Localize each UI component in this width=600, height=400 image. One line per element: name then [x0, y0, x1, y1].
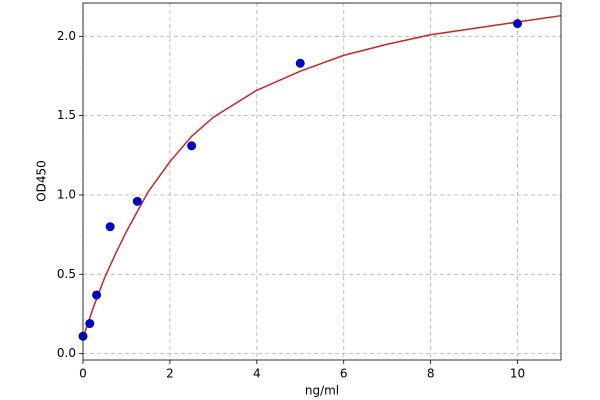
- data-point: [92, 290, 102, 300]
- x-tick-label: 6: [340, 367, 348, 381]
- data-point: [85, 319, 95, 329]
- y-axis-label: OD450: [35, 160, 49, 202]
- x-axis-label: ng/ml: [305, 384, 339, 398]
- data-point: [513, 19, 523, 29]
- plot-frame: [82, 2, 562, 361]
- x-tick-label: 2: [166, 367, 174, 381]
- x-tick-label: 4: [253, 367, 261, 381]
- data-point: [132, 196, 142, 206]
- x-tick-label: 10: [510, 367, 525, 381]
- x-tick-label: 0: [79, 367, 87, 381]
- data-point: [187, 141, 197, 151]
- x-tick-label: 8: [427, 367, 435, 381]
- y-tick-label: 1.0: [57, 187, 76, 201]
- data-point: [295, 58, 305, 68]
- y-tick-label: 0.5: [57, 267, 76, 281]
- fit-curve: [82, 14, 562, 339]
- data-point: [105, 222, 115, 232]
- y-tick-label: 0.0: [57, 346, 76, 360]
- y-tick-label: 1.5: [57, 108, 76, 122]
- y-tick-label: 2.0: [57, 29, 76, 43]
